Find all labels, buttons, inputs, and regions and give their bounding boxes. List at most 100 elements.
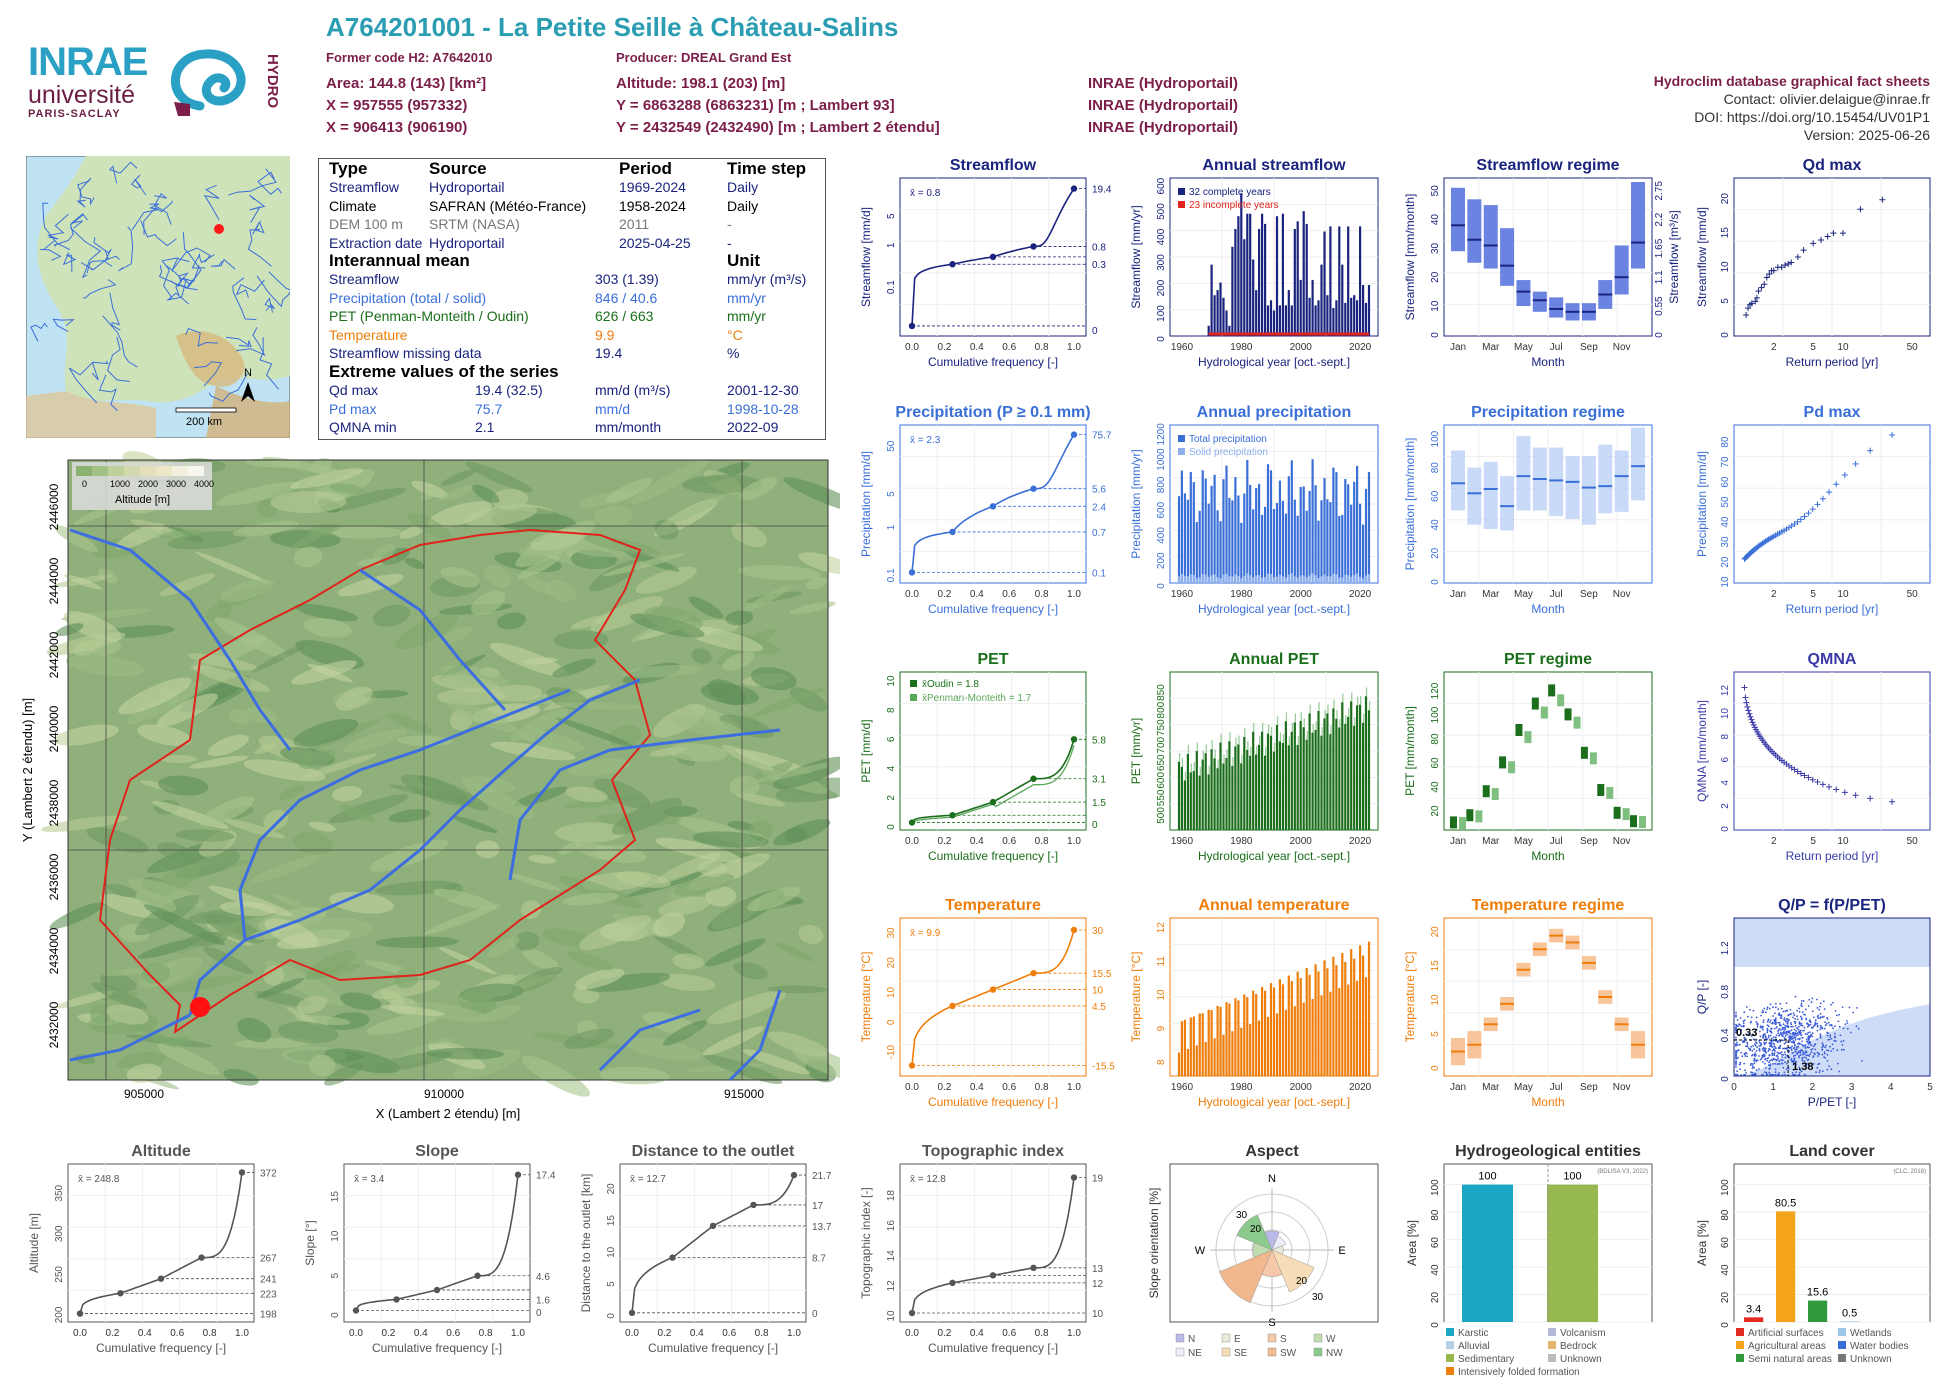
annual-precipitation-bar <box>1234 477 1237 583</box>
landcover-bar <box>1840 1321 1860 1322</box>
terrain-patch <box>137 724 193 746</box>
terrain-patch <box>299 749 336 770</box>
precipitation-regime-box <box>1565 456 1580 519</box>
tick-label: 8 <box>886 707 897 713</box>
terrain-patch <box>372 604 411 627</box>
qp-point <box>1749 1048 1752 1050</box>
qp-point <box>1736 1049 1739 1052</box>
annual-pet-bar-pm <box>1211 740 1213 750</box>
landcover-title: Land cover <box>1789 1143 1874 1160</box>
annual-precipitation-bar-solid <box>1228 576 1231 583</box>
annual-precipitation-bar-solid <box>1290 573 1293 583</box>
qp-point <box>1787 1014 1789 1017</box>
qmna-point <box>1814 779 1821 786</box>
qp-point <box>1783 1042 1786 1045</box>
tick-label: 20 <box>1430 926 1441 938</box>
qp-point <box>1813 1024 1816 1027</box>
annual-pet-bar <box>1252 731 1255 830</box>
hydrogeo-legend-swatch <box>1548 1328 1556 1336</box>
tick-label: 80 <box>1720 436 1731 448</box>
qp-point <box>1818 1008 1821 1011</box>
qp-point <box>1754 1044 1757 1047</box>
annual-streamflow-bar <box>1216 290 1219 336</box>
tick-label: 1 <box>886 242 897 248</box>
tick-label: Jul <box>1550 1082 1563 1093</box>
annual-precipitation-bar <box>1186 499 1189 583</box>
y-axis-label: Streamflow [m³/s] <box>1667 210 1681 303</box>
qp-point <box>1816 1066 1819 1069</box>
qp-point <box>1835 1040 1837 1042</box>
pd-max-point <box>1826 489 1833 496</box>
annual-pet-bar <box>1213 758 1216 830</box>
annual-temperature-bar <box>1278 979 1281 1076</box>
annual-temperature-bar <box>1177 1052 1181 1076</box>
annual-pet-bar-pm <box>1208 765 1210 775</box>
terrain-patch <box>329 891 394 914</box>
annual-precipitation-bar <box>1302 486 1305 583</box>
annual-precipitation-bar-solid <box>1299 575 1302 583</box>
annual-precipitation-bar-solid <box>1237 576 1240 583</box>
qp-point <box>1803 1029 1805 1032</box>
qp-point <box>1746 1045 1749 1048</box>
aspect-legend-swatch <box>1313 1333 1323 1343</box>
tick-label: 10 <box>1837 589 1849 600</box>
pet-mean-label-a: x̄Oudin = 1.8 <box>922 679 979 690</box>
minimap-river <box>225 336 252 347</box>
qp-point <box>1790 1025 1793 1028</box>
qd-max-point <box>1745 305 1752 312</box>
aspect-title: Aspect <box>1245 1143 1299 1160</box>
aspect-legend-label: S <box>1280 1334 1287 1345</box>
info-type: Streamflow <box>329 179 400 195</box>
annual-precipitation-bar-solid <box>1186 576 1189 583</box>
precipitation-mean-label: x̄ = 2.3 <box>910 435 941 446</box>
mean-unit: mm/yr <box>727 308 766 324</box>
annual-pet-bar-pm <box>1235 737 1237 747</box>
annual-temperature-bar <box>1329 991 1332 1076</box>
annual-streamflow-bar <box>1228 325 1231 336</box>
precipitation-regime-box <box>1549 447 1564 517</box>
qp-point <box>1819 1005 1821 1008</box>
annual-temperature-bar <box>1249 1024 1252 1076</box>
terrain-patch <box>491 488 529 510</box>
qp-point <box>1792 1063 1795 1066</box>
annual-streamflow-bar <box>1272 310 1276 336</box>
terrain-patch <box>682 474 763 494</box>
annual-precipitation-bar-solid <box>1183 575 1186 583</box>
annual-streamflow-bar <box>1240 193 1243 336</box>
tick-label: 1.0 <box>1067 836 1081 847</box>
precipitation-title: Precipitation (P ≥ 0.1 mm) <box>895 404 1090 421</box>
tick-label: 80 <box>1430 1209 1441 1221</box>
terrain-patch <box>545 579 577 602</box>
qp-point <box>1811 1032 1814 1034</box>
pet-regime-title: PET regime <box>1504 651 1592 668</box>
annual-precipitation-bar <box>1269 470 1273 583</box>
annual-precipitation-bar <box>1258 483 1261 583</box>
terrain-patch <box>798 552 840 575</box>
terrain-patch <box>593 778 651 809</box>
annual-precipitation-bar-solid <box>1323 574 1326 583</box>
qp-point <box>1768 1007 1771 1010</box>
qd-max-point <box>1752 298 1759 305</box>
terrain-patch <box>528 855 557 864</box>
plot-frame <box>899 424 1087 584</box>
tick-label: 1960 <box>1171 836 1194 847</box>
tick-label: Nov <box>1613 589 1631 600</box>
annual-streamflow-bar <box>1353 295 1356 336</box>
qp-point <box>1819 1016 1822 1019</box>
minimap-river <box>153 193 172 225</box>
map-xtick: 905000 <box>124 1087 164 1101</box>
map-xlabel: X (Lambert 2 étendu) [m] <box>376 1106 521 1121</box>
tick-label: 0.4 <box>970 589 984 600</box>
info-table: Type Source Period Time step Streamflow Hydro… <box>318 158 826 440</box>
aspect-legend-swatch <box>1267 1347 1277 1357</box>
terrain-patch <box>766 985 828 994</box>
qp-point <box>1786 1021 1789 1024</box>
tick-label: 350 <box>54 1184 65 1201</box>
annual-temperature-bar <box>1261 986 1264 1076</box>
terrain-patch <box>731 523 767 548</box>
x-lambert93: X = 957555 (957332) <box>326 97 468 114</box>
altitude-legend-swatch <box>172 466 188 476</box>
annual-temperature-bar <box>1305 968 1308 1076</box>
tick-label: 20 <box>1720 193 1731 205</box>
annual-temperature-bar <box>1243 994 1246 1076</box>
